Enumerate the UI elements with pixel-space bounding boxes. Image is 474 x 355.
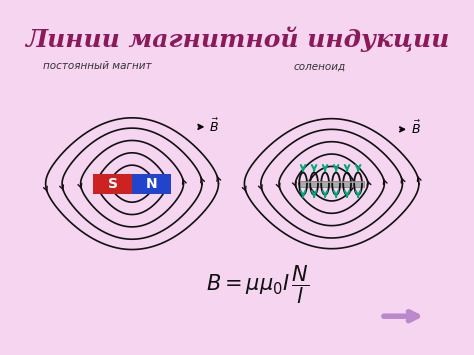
Text: N: N [146, 177, 157, 191]
FancyBboxPatch shape [300, 181, 364, 187]
Text: $\vec{B}$: $\vec{B}$ [209, 118, 219, 135]
Text: соленоид: соленоид [293, 61, 346, 71]
FancyBboxPatch shape [93, 174, 132, 193]
Text: постоянный магнит: постоянный магнит [43, 61, 151, 71]
FancyBboxPatch shape [132, 174, 171, 193]
Text: S: S [108, 177, 118, 191]
Text: Линии магнитной индукции: Линии магнитной индукции [25, 27, 449, 53]
Text: $B = \mu\mu_0 I\,\dfrac{N}{l}$: $B = \mu\mu_0 I\,\dfrac{N}{l}$ [206, 263, 310, 306]
Text: $\vec{B}$: $\vec{B}$ [410, 120, 420, 137]
